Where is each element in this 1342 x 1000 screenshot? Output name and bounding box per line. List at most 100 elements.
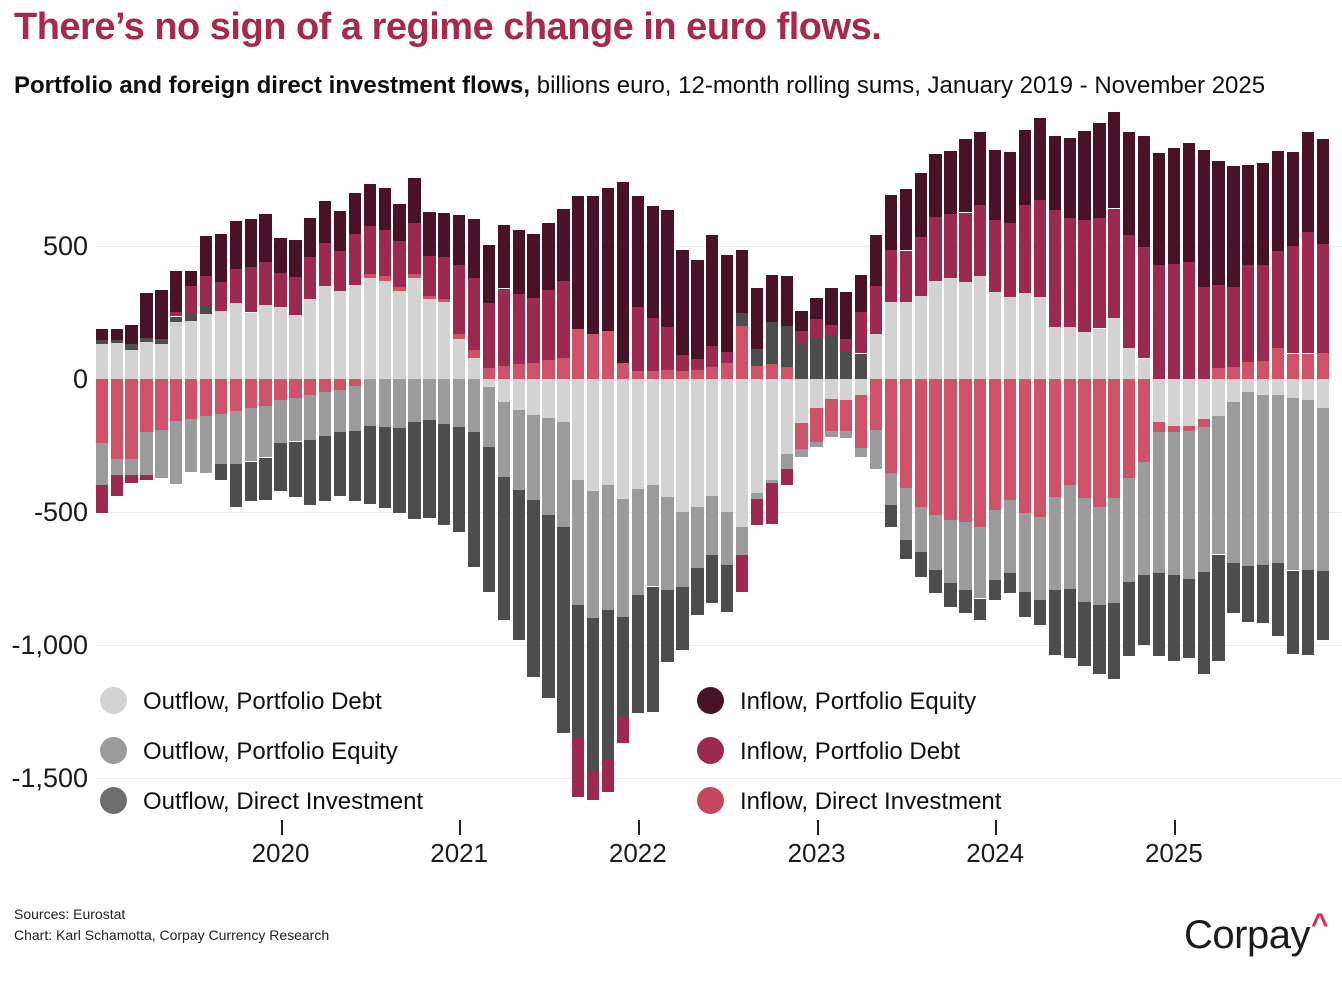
bar-segment-ipd-2019-03 xyxy=(125,474,138,484)
bar-segment-opd-2025-05 xyxy=(1227,379,1240,402)
gridline-500 xyxy=(95,246,1342,247)
bar-segment-opd-2022-08 xyxy=(735,379,749,527)
bar-segment-ope-2024-03 xyxy=(1018,513,1032,592)
bar-segment-opd-2022-07 xyxy=(721,379,734,512)
bar-segment-ipe-2024-06 xyxy=(1063,137,1076,219)
bar-segment-ipe-2019-01 xyxy=(95,328,108,341)
bar-segment-ipe-2025-02 xyxy=(1182,143,1195,262)
bar-segment-ope-2023-10 xyxy=(944,520,957,584)
bar-segment-idi-2021-09 xyxy=(572,328,585,379)
bar-segment-odi-2022-05 xyxy=(691,567,704,615)
bar-segment-ope-2025-02 xyxy=(1182,430,1195,580)
bar-segment-ipd-2019-09 xyxy=(214,281,228,312)
bar-segment-ope-2025-09 xyxy=(1286,397,1300,571)
bar-segment-opd-2023-03 xyxy=(840,379,853,401)
bar-segment-ipd-2025-01 xyxy=(1167,263,1181,379)
bar-segment-odi-2019-12 xyxy=(259,457,272,501)
bar-segment-ope-2020-04 xyxy=(319,392,332,437)
legend-label: Inflow, Direct Investment xyxy=(740,788,1002,815)
bar-segment-odi-2023-12 xyxy=(974,598,987,620)
bar-segment-ipe-2020-10 xyxy=(408,178,421,224)
bar-segment-opd-2020-12 xyxy=(438,301,451,379)
bar-segment-ipd-2019-12 xyxy=(259,262,272,305)
bar-segment-opd-2022-01 xyxy=(631,379,644,490)
page-title: There’s no sign of a regime change in eu… xyxy=(14,6,882,48)
bar-segment-idi-2025-02 xyxy=(1182,425,1195,431)
bar-segment-opd-2024-02 xyxy=(1003,296,1017,379)
bar-segment-ipe-2022-04 xyxy=(676,250,689,356)
bar-segment-odi-2023-10 xyxy=(944,583,957,607)
bar-segment-idi-2019-08 xyxy=(199,379,213,417)
bar-segment-opd-2020-06 xyxy=(348,284,362,379)
bar-segment-odi-2024-05 xyxy=(1048,590,1061,656)
bar-segment-opd-2022-09 xyxy=(750,379,764,494)
bar-segment-ipe-2023-09 xyxy=(929,154,942,218)
bar-segment-ipe-2024-11 xyxy=(1137,136,1151,247)
bar-segment-odi-2019-09 xyxy=(214,464,228,481)
bar-segment-ipe-2025-07 xyxy=(1257,163,1270,265)
bar-segment-ipd-2019-04 xyxy=(140,475,153,481)
bar-segment-odi-2025-03 xyxy=(1197,571,1210,675)
y-axis-label: -1,000 xyxy=(11,630,88,660)
bar-segment-ope-2022-03 xyxy=(661,496,674,590)
bar-segment-idi-2021-07 xyxy=(542,360,555,379)
bar-segment-idi-2024-06 xyxy=(1063,379,1076,486)
bar-segment-ipd-2024-07 xyxy=(1078,220,1091,332)
bar-segment-odi-2023-11 xyxy=(959,589,972,614)
bar-segment-idi-2021-06 xyxy=(527,363,540,379)
legend-dot-inflow-direct-investment xyxy=(697,787,724,814)
bar-segment-idi-2025-04 xyxy=(1212,368,1225,379)
bar-segment-opd-2020-08 xyxy=(378,280,391,379)
bar-segment-ipe-2023-10 xyxy=(944,150,957,215)
bar-segment-odi-2023-06 xyxy=(884,505,898,527)
bar-segment-idi-2022-12 xyxy=(795,422,808,449)
bar-segment-idi-2022-10 xyxy=(765,364,779,379)
bar-segment-ope-2019-04 xyxy=(140,431,153,476)
bar-segment-odi-2024-12 xyxy=(1152,573,1166,656)
bar-segment-idi-2024-03 xyxy=(1018,379,1032,514)
bar-segment-ipd-2023-07 xyxy=(899,250,913,303)
bar-segment-idi-2025-08 xyxy=(1271,348,1285,379)
bar-segment-ipe-2021-09 xyxy=(572,195,585,329)
bar-segment-ipd-2021-08 xyxy=(557,280,570,358)
bar-segment-ope-2022-09 xyxy=(750,493,764,499)
bar-segment-ope-2019-08 xyxy=(199,416,213,474)
bar-segment-ope-2022-12 xyxy=(795,448,808,457)
bar-segment-ipd-2020-07 xyxy=(363,226,376,274)
bar-segment-ipd-2022-11 xyxy=(780,468,793,486)
x-axis-tick-2021 xyxy=(459,820,462,835)
subtitle-lead: Portfolio and foreign direct investment … xyxy=(14,72,531,99)
corpay-logo: Corpay^ xyxy=(1184,908,1328,958)
bar-segment-odi-2022-08 xyxy=(735,312,749,326)
bar-segment-ipe-2022-02 xyxy=(646,206,659,318)
y-axis-label: 500 xyxy=(42,231,88,261)
bar-segment-ipe-2020-04 xyxy=(319,200,332,244)
bar-segment-idi-2022-06 xyxy=(706,367,719,379)
bar-segment-ope-2020-03 xyxy=(304,395,317,441)
bar-segment-ipe-2020-06 xyxy=(348,192,362,234)
bar-segment-ipe-2022-12 xyxy=(795,311,808,332)
bar-segment-opd-2024-11 xyxy=(1137,358,1151,379)
gridline--1500 xyxy=(95,778,1342,779)
bar-segment-ipd-2024-08 xyxy=(1093,217,1106,329)
bar-segment-ipe-2021-12 xyxy=(616,182,630,364)
bar-segment-odi-2024-02 xyxy=(1003,573,1017,594)
y-axis-label: 0 xyxy=(72,364,88,394)
bar-segment-odi-2020-12 xyxy=(438,424,451,526)
bar-segment-ipe-2019-10 xyxy=(229,220,242,269)
bar-segment-idi-2024-01 xyxy=(989,379,1002,511)
bar-segment-ipd-2020-10 xyxy=(408,223,421,274)
bar-segment-ope-2022-04 xyxy=(676,512,689,587)
bar-segment-odi-2020-02 xyxy=(289,441,302,498)
bar-segment-ipd-2022-08 xyxy=(735,555,749,593)
bar-segment-ipe-2025-06 xyxy=(1242,164,1255,266)
bar-segment-ipe-2021-06 xyxy=(527,234,540,298)
bar-segment-ope-2020-06 xyxy=(348,385,362,431)
bar-segment-idi-2020-10 xyxy=(408,273,421,278)
bar-segment-odi-2025-04 xyxy=(1212,554,1225,661)
bar-segment-idi-2020-06 xyxy=(348,379,362,386)
bar-segment-odi-2023-08 xyxy=(914,551,927,577)
bar-segment-opd-2024-10 xyxy=(1123,348,1136,379)
bar-segment-odi-2021-11 xyxy=(601,610,615,760)
bar-segment-ipd-2021-04 xyxy=(497,288,510,366)
